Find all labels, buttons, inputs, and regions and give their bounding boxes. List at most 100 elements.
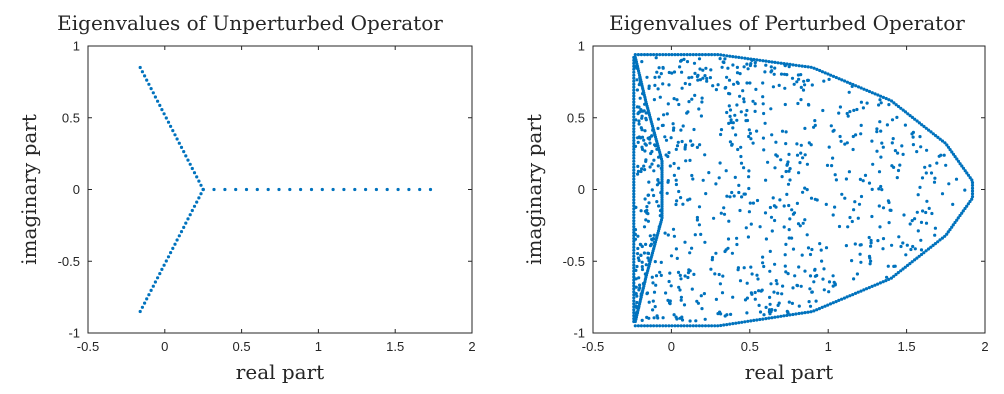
- data-point: [634, 277, 638, 281]
- data-point: [223, 187, 227, 192]
- data-point: [782, 225, 786, 229]
- data-point: [800, 64, 804, 68]
- data-point: [791, 286, 795, 290]
- data-point: [342, 187, 346, 192]
- data-point: [138, 65, 142, 70]
- data-point: [690, 97, 694, 101]
- data-point: [881, 280, 885, 284]
- data-point: [640, 128, 644, 132]
- data-point: [186, 158, 190, 162]
- data-point: [655, 70, 659, 74]
- data-point: [803, 83, 807, 87]
- data-point: [784, 270, 788, 274]
- data-point: [852, 208, 856, 212]
- chart-title: Eigenvalues of Unperturbed Operator: [57, 11, 443, 35]
- data-point: [673, 53, 677, 57]
- data-point: [745, 281, 749, 285]
- data-point: [638, 286, 642, 290]
- data-point: [863, 173, 868, 177]
- data-point: [933, 233, 937, 237]
- data-point: [647, 300, 651, 304]
- data-point: [950, 150, 954, 154]
- data-point: [970, 192, 975, 196]
- data-point: [954, 177, 959, 181]
- data-point: [749, 319, 753, 323]
- data-point: [831, 129, 835, 133]
- data-point: [703, 74, 707, 78]
- data-point: [722, 206, 726, 210]
- data-point: [737, 183, 741, 187]
- data-point: [671, 122, 675, 126]
- data-point: [910, 260, 914, 264]
- data-point: [746, 67, 750, 71]
- data-point: [963, 206, 967, 211]
- data-point: [635, 66, 639, 70]
- data-point: [926, 247, 931, 251]
- data-point: [740, 320, 744, 324]
- data-point: [639, 324, 644, 328]
- data-point: [911, 143, 916, 147]
- data-point: [908, 114, 912, 118]
- data-point: [960, 164, 964, 168]
- data-point: [632, 136, 636, 140]
- data-point: [761, 95, 765, 99]
- data-point: [815, 198, 819, 202]
- data-point: [806, 102, 811, 107]
- data-point: [660, 186, 664, 190]
- data-point: [729, 120, 733, 125]
- data-point: [651, 299, 655, 303]
- data-point: [915, 210, 919, 214]
- data-point: [640, 167, 644, 171]
- data-point: [660, 211, 664, 215]
- data-point: [946, 230, 950, 234]
- data-point: [177, 234, 181, 238]
- data-point: [636, 252, 640, 256]
- data-point: [859, 86, 863, 90]
- data-point: [162, 263, 166, 267]
- data-point: [652, 158, 656, 162]
- data-point: [713, 324, 717, 328]
- data-point: [795, 142, 799, 146]
- data-point: [688, 251, 692, 255]
- data-point: [171, 129, 175, 133]
- data-point: [886, 264, 890, 268]
- data-point: [666, 180, 670, 184]
- data-point: [781, 284, 785, 288]
- data-point: [770, 60, 774, 64]
- data-point: [859, 123, 863, 127]
- data-point: [803, 311, 807, 315]
- data-point: [632, 147, 636, 151]
- data-point: [840, 78, 844, 82]
- data-point: [700, 324, 705, 328]
- data-point: [831, 274, 835, 278]
- data-point: [747, 175, 751, 179]
- data-point: [659, 72, 663, 76]
- data-point: [651, 128, 655, 132]
- data-point: [761, 81, 765, 85]
- data-point: [768, 295, 772, 299]
- data-point: [873, 92, 877, 96]
- data-point: [956, 159, 961, 163]
- data-point: [632, 97, 636, 101]
- data-point: [905, 243, 909, 247]
- data-point: [753, 297, 757, 301]
- data-point: [936, 240, 940, 244]
- data-point: [751, 99, 755, 103]
- data-point: [790, 208, 794, 212]
- data-point: [632, 150, 636, 154]
- data-point: [679, 324, 683, 328]
- data-point: [817, 307, 822, 311]
- data-point: [852, 277, 856, 281]
- data-point: [961, 166, 966, 170]
- data-point: [812, 280, 816, 284]
- data-point: [649, 242, 654, 246]
- data-point: [791, 247, 796, 251]
- data-point: [670, 71, 674, 75]
- data-point: [899, 269, 903, 273]
- data-point: [761, 102, 765, 106]
- data-point: [696, 301, 701, 305]
- data-point: [632, 79, 636, 83]
- data-point: [719, 211, 723, 215]
- data-point: [186, 217, 190, 221]
